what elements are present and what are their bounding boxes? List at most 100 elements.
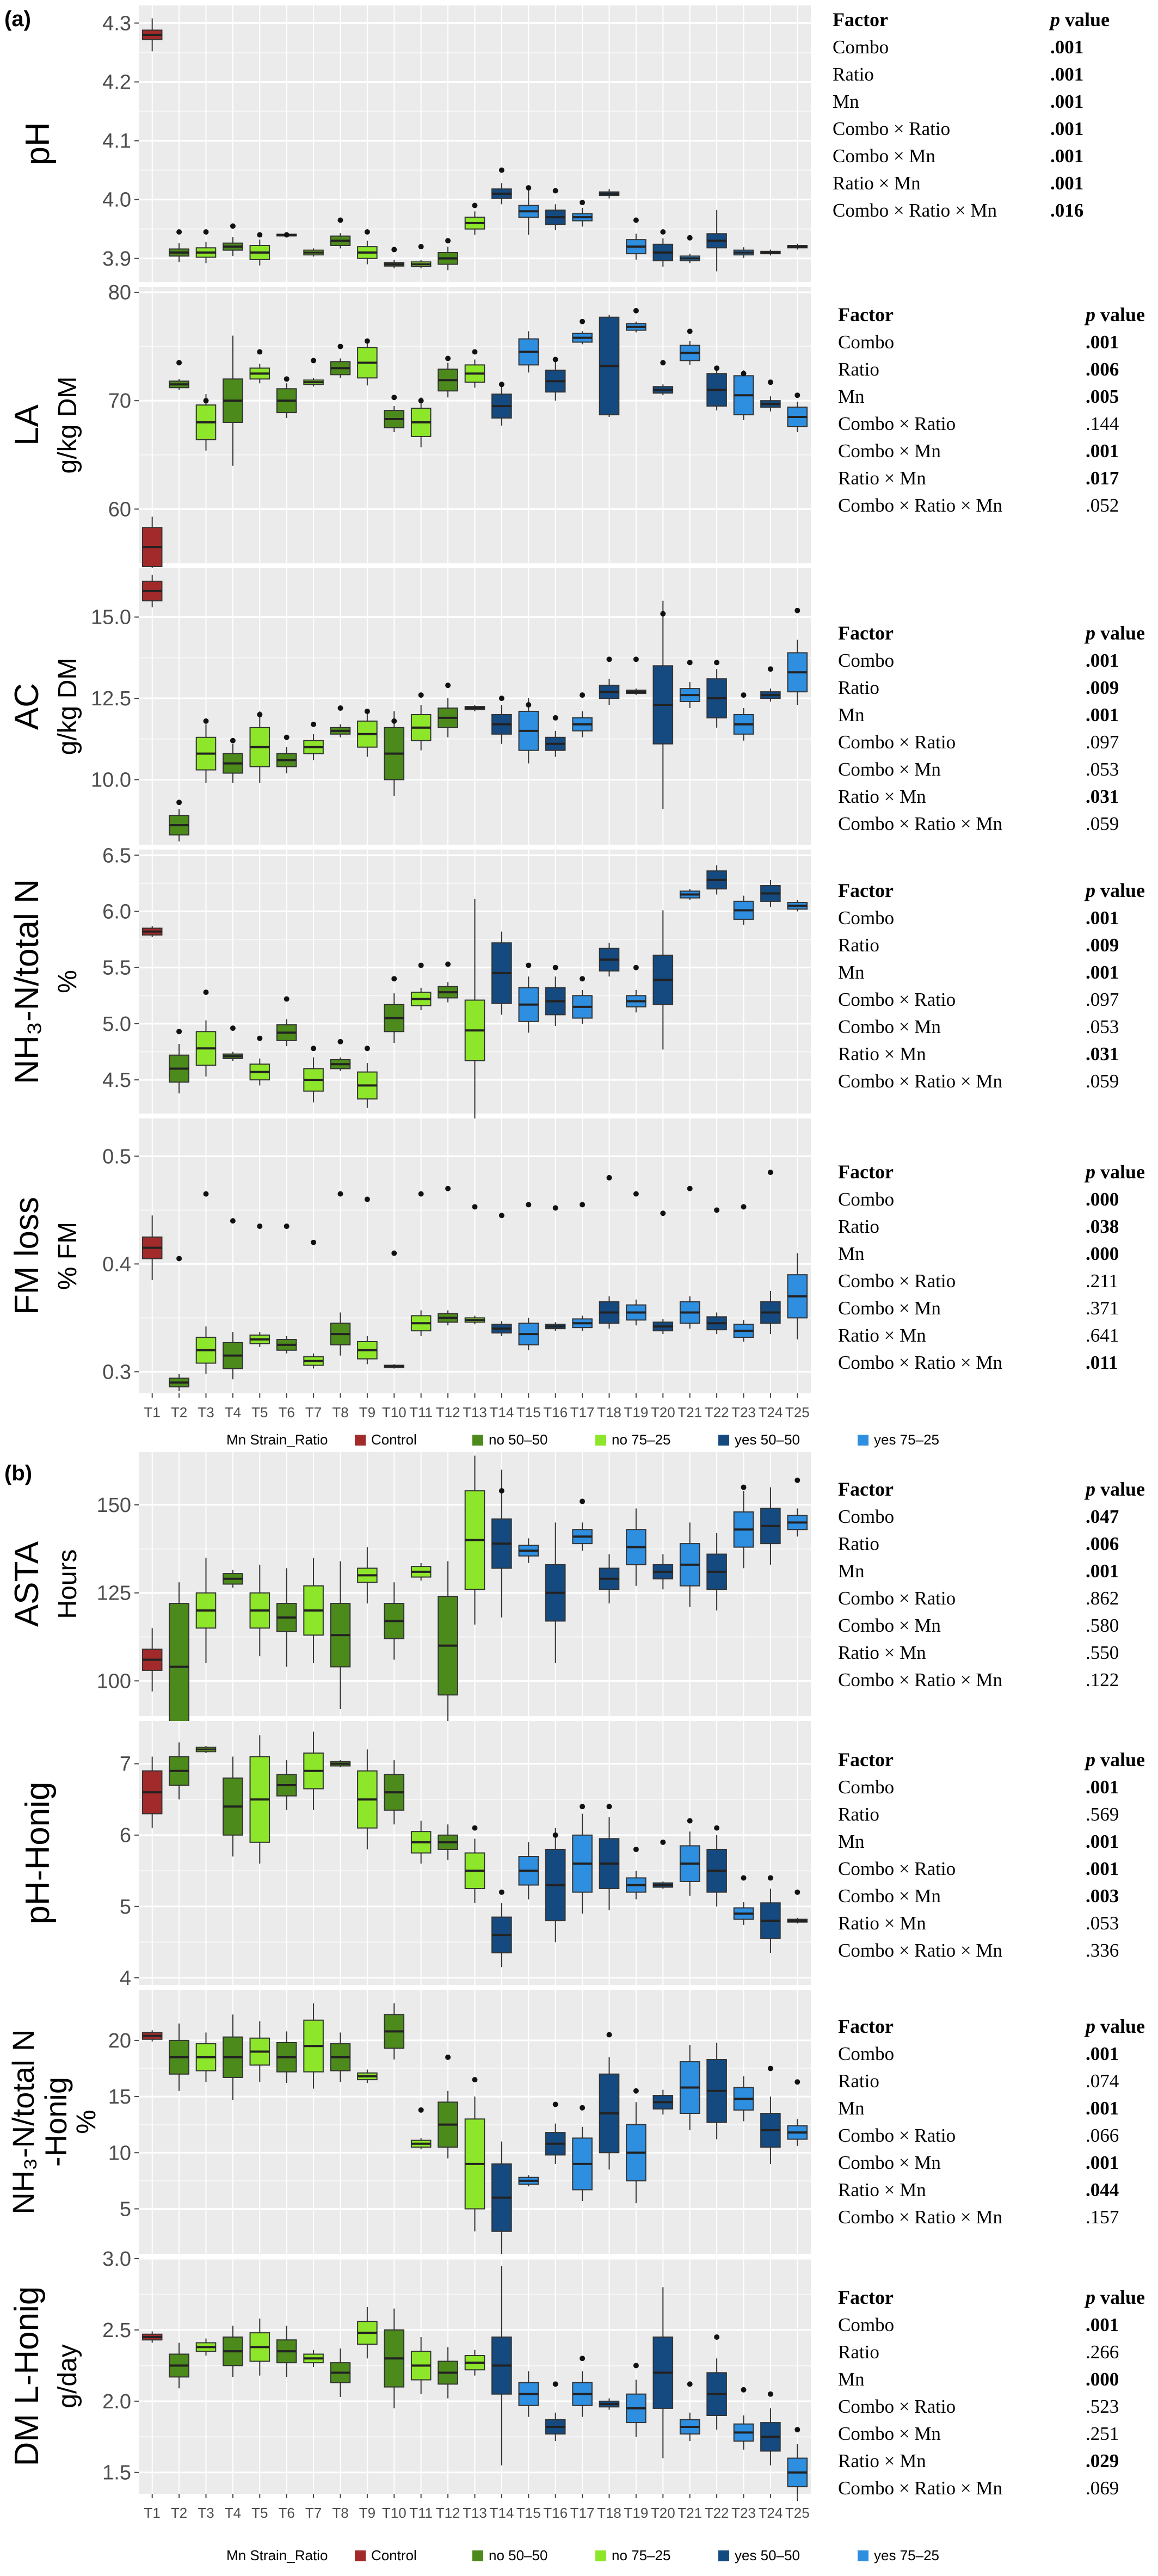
- box-outlier: [364, 708, 370, 714]
- box-outlier: [580, 200, 586, 206]
- box-outlier: [257, 1224, 263, 1229]
- y-axis-label: NH₃-N/total N: [8, 879, 46, 1084]
- p-letter: p: [1084, 2015, 1095, 2037]
- y-tick-label: 6: [120, 1824, 131, 1847]
- table-pvalue: .550: [1086, 1642, 1119, 1663]
- table-pvalue: .144: [1086, 413, 1119, 434]
- table-factor: Ratio × Mn: [838, 1043, 926, 1065]
- box-outlier: [526, 185, 532, 191]
- value-word: value: [1095, 1478, 1145, 1500]
- table-header-pvalue: p value: [1084, 2015, 1145, 2037]
- box-outlier: [767, 2391, 773, 2397]
- table-pvalue: .053: [1086, 759, 1119, 780]
- box-outlier: [418, 244, 424, 250]
- y-tick-label: 5.0: [102, 1013, 131, 1036]
- box-outlier: [687, 235, 693, 241]
- table-factor: Ratio × Mn: [838, 468, 926, 489]
- box-outlier: [337, 1191, 343, 1197]
- box-outlier: [498, 696, 504, 702]
- y-axis-label: FM loss: [8, 1197, 46, 1315]
- table-factor: Combo × Ratio: [838, 989, 956, 1010]
- table-factor: Ratio × Mn: [833, 173, 921, 194]
- box-outlier: [230, 1025, 236, 1031]
- box-outlier: [606, 656, 612, 662]
- y-axis-label: ASTA: [8, 1541, 46, 1627]
- box-outlier: [767, 1170, 773, 1176]
- box-outlier: [257, 711, 263, 717]
- value-word: value: [1095, 2286, 1145, 2308]
- y-axis-unit: %: [53, 970, 82, 993]
- box-outlier: [580, 1202, 586, 1208]
- y-tick-label: 4.1: [102, 130, 131, 153]
- x-tick-label: T7: [305, 1404, 322, 1421]
- box-outlier: [498, 167, 504, 173]
- table-header-factor: Factor: [838, 1749, 894, 1770]
- y-tick-label: 4.0: [102, 189, 131, 212]
- x-tick-label: T23: [731, 2505, 756, 2521]
- value-word: value: [1095, 1749, 1145, 1770]
- box-outlier: [633, 217, 639, 223]
- table-pvalue: .031: [1086, 786, 1119, 807]
- table-factor: Combo × Ratio: [838, 731, 956, 753]
- section-label-a: (a): [4, 7, 31, 31]
- box-outlier: [284, 734, 290, 740]
- x-tick-label: T10: [382, 1404, 406, 1421]
- box-outlier: [633, 964, 639, 970]
- x-tick-label: T11: [409, 1404, 433, 1421]
- x-tick-label: T14: [489, 1404, 514, 1421]
- box-outlier: [445, 355, 451, 361]
- x-tick-label: T10: [382, 2505, 406, 2521]
- value-word: value: [1095, 622, 1145, 644]
- x-tick-label: T12: [436, 1404, 460, 1421]
- y-tick-label: 7: [120, 1753, 131, 1776]
- box-outlier: [687, 660, 693, 666]
- x-tick-label: T3: [198, 1404, 214, 1421]
- box-outlier: [203, 718, 209, 724]
- table-pvalue: .017: [1086, 468, 1119, 489]
- table-factor: Mn: [838, 2098, 865, 2119]
- table-factor: Mn: [838, 1560, 865, 1582]
- table-header-factor: Factor: [833, 9, 888, 30]
- y-tick-label: 4.3: [102, 12, 131, 35]
- table-header-pvalue: p value: [1084, 1478, 1145, 1500]
- x-tick-label: T8: [332, 2505, 348, 2521]
- table-factor: Combo × Ratio: [838, 1588, 956, 1609]
- box-outlier: [176, 1029, 182, 1035]
- p-letter: p: [1084, 304, 1095, 325]
- table-factor: Ratio: [838, 1804, 879, 1825]
- table-pvalue: .001: [1086, 2314, 1119, 2335]
- p-letter: p: [1084, 622, 1095, 644]
- box-outlier: [633, 1846, 639, 1852]
- box-outlier: [660, 1839, 666, 1845]
- table-header-pvalue: p value: [1084, 1749, 1145, 1770]
- table-factor: Combo × Ratio: [838, 413, 956, 434]
- table-pvalue: .336: [1086, 1940, 1119, 1961]
- x-tick-label: T20: [651, 1404, 675, 1421]
- table-pvalue: .001: [1050, 64, 1083, 85]
- table-factor: Combo × Ratio: [838, 2396, 956, 2417]
- table-pvalue: .157: [1086, 2206, 1119, 2228]
- table-pvalue: .029: [1086, 2450, 1119, 2472]
- table-pvalue: .211: [1086, 1270, 1118, 1292]
- y-tick-label: 2.5: [102, 2319, 131, 2342]
- box-outlier: [633, 2088, 639, 2094]
- table-pvalue: .001: [1086, 2043, 1119, 2064]
- box-outlier: [714, 365, 720, 371]
- y-axis-label: pH-Honig: [19, 1782, 57, 1925]
- table-factor: Ratio: [838, 1216, 879, 1237]
- table-pvalue: .000: [1086, 1189, 1119, 1210]
- table-pvalue: .001: [1086, 2152, 1119, 2173]
- box-outlier: [472, 202, 478, 208]
- box-outlier: [660, 229, 666, 235]
- box-outlier: [687, 1818, 693, 1824]
- table-factor: Ratio: [833, 64, 874, 85]
- box-outlier: [552, 2101, 558, 2107]
- table-pvalue: .001: [1086, 1831, 1119, 1852]
- table-pvalue: .001: [1086, 907, 1119, 929]
- table-pvalue: .044: [1086, 2179, 1119, 2200]
- p-letter: p: [1084, 2286, 1095, 2308]
- section-label-b: (b): [4, 1461, 32, 1485]
- box-outlier: [337, 1038, 343, 1044]
- y-axis-unit: % FM: [53, 1222, 82, 1290]
